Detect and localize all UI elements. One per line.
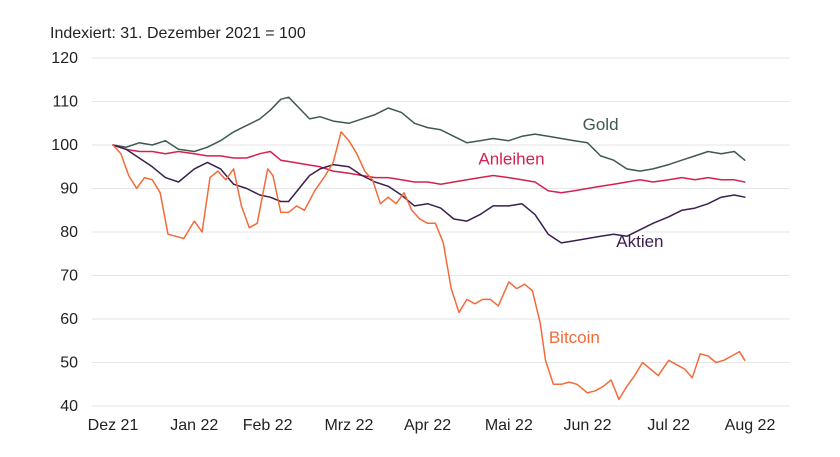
y-tick-label: 40 [60, 398, 78, 415]
y-tick-label: 70 [60, 268, 78, 285]
series-line-anleihen [112, 144, 746, 194]
y-tick-label: 110 [52, 94, 78, 111]
y-tick-label: 80 [60, 224, 78, 241]
x-tick-label: Apr 22 [404, 417, 451, 434]
chart-title: Indexiert: 31. Dezember 2021 = 100 [50, 25, 306, 42]
x-tick-label: Dez 21 [88, 417, 139, 434]
series-label-gold: Gold [583, 115, 619, 134]
series-line-bitcoin [112, 131, 746, 401]
series-line-gold [112, 96, 746, 172]
x-axis-ticks: Dez 21 Jan 22 Feb 22 Mrz 22 Apr 22 Mai 22 Jun … [88, 417, 776, 434]
y-tick-label: 100 [51, 137, 78, 154]
series-lines [112, 96, 746, 401]
x-tick-label: Aug 22 [725, 417, 776, 434]
x-tick-label: Feb 22 [243, 417, 293, 434]
series-labels: Gold Anleihen Aktien Bitcoin [478, 115, 663, 347]
x-tick-label: Mrz 22 [324, 417, 373, 434]
series-label-anleihen: Anleihen [478, 150, 544, 169]
y-axis-ticks: 40 50 60 70 80 90 100 110 120 [51, 50, 78, 415]
grid-lines [92, 57, 790, 407]
y-tick-label: 60 [60, 311, 78, 328]
x-tick-label: Mai 22 [485, 417, 533, 434]
x-tick-label: Jun 22 [563, 417, 611, 434]
x-tick-label: Jul 22 [647, 417, 690, 434]
series-label-aktien: Aktien [616, 232, 663, 251]
series-label-bitcoin: Bitcoin [549, 328, 600, 347]
y-tick-label: 120 [51, 50, 78, 67]
x-tick-label: Jan 22 [170, 417, 218, 434]
y-tick-label: 90 [60, 181, 78, 198]
y-tick-label: 50 [60, 355, 78, 372]
series-line-aktien [112, 144, 746, 244]
